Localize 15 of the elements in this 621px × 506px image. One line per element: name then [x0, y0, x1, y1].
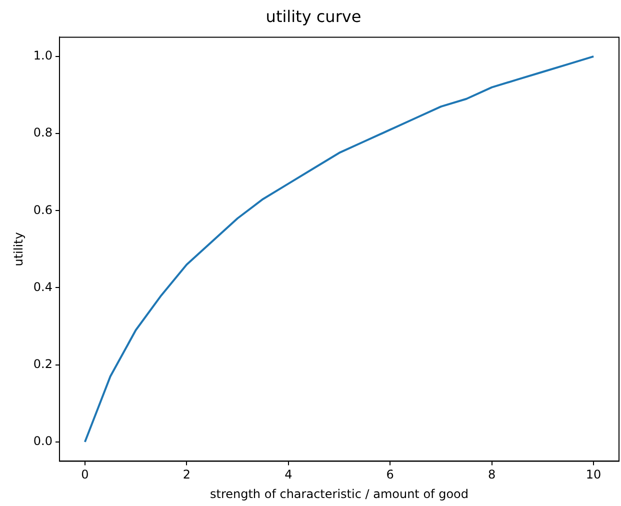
y-tick-label: 0.2: [33, 356, 52, 371]
y-axis-title: utility: [11, 232, 26, 266]
chart-title: utility curve: [266, 6, 362, 26]
x-axis-title: strength of characteristic / amount of good: [210, 486, 468, 501]
x-tick-label: 8: [488, 468, 496, 482]
y-tick-label: 0.0: [33, 434, 52, 448]
x-tick-label: 6: [386, 468, 394, 482]
x-tick-label: 10: [586, 468, 602, 482]
y-tick-label: 0.4: [33, 280, 52, 294]
y-tick-label: 1.0: [33, 48, 52, 63]
y-tick-label: 0.6: [33, 202, 52, 217]
x-tick-label: 4: [284, 468, 292, 482]
x-tick-label: 2: [182, 468, 190, 482]
y-tick-label: 0.8: [33, 126, 52, 140]
x-tick-label: 0: [81, 468, 89, 482]
